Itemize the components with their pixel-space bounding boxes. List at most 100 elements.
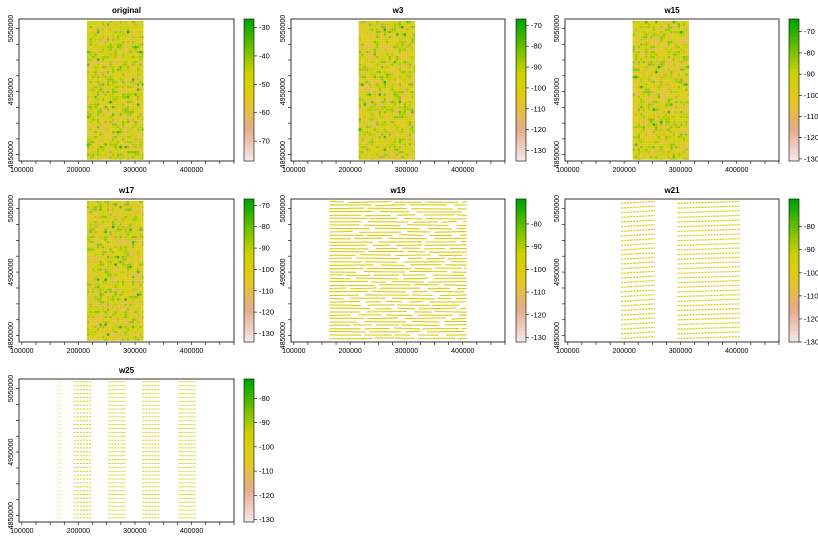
raster-cell (662, 40, 666, 44)
raster-cell (106, 43, 110, 46)
raster-cell (406, 103, 409, 106)
raster-cell (114, 138, 117, 141)
raster-cell (116, 25, 120, 29)
raster-cell (126, 138, 130, 141)
raster-cell (129, 215, 132, 219)
raster-cell (363, 55, 367, 59)
raster-cell (86, 43, 90, 46)
raster-cell (650, 33, 653, 36)
raster-cell (111, 80, 115, 84)
raster-cell (94, 65, 97, 69)
raster-cell (106, 25, 110, 29)
raster-cell (640, 153, 643, 156)
raster-cell (86, 140, 90, 144)
raster-cell (104, 130, 107, 134)
raster-cell (388, 103, 392, 106)
raster-cell (136, 245, 140, 249)
legend-swatch (789, 107, 799, 112)
raster-cell (632, 68, 636, 71)
raster-cell (647, 45, 651, 49)
raster-cell (667, 123, 671, 126)
raster-cell (672, 33, 676, 36)
raster-cell (413, 88, 415, 91)
raster-cell (640, 123, 643, 126)
raster-cell (104, 63, 107, 66)
raster-cell (396, 88, 399, 91)
raster-cell (413, 68, 415, 71)
raster-cell (106, 213, 110, 216)
raster-cell (406, 145, 409, 149)
raster-cell (408, 33, 412, 36)
raster-cell (89, 30, 92, 34)
raster-cell (637, 100, 641, 104)
raster-cell (109, 103, 112, 106)
raster-cell (685, 65, 688, 69)
raster-cell (670, 155, 673, 159)
raster-cell (141, 235, 144, 239)
raster-cell (111, 68, 115, 71)
raster-cell (660, 53, 663, 56)
raster-cell (408, 143, 412, 146)
raster-cell (106, 93, 110, 96)
raster-cell (111, 203, 115, 206)
raster-cell (129, 53, 132, 56)
raster-cell (411, 70, 414, 74)
raster-cell (373, 40, 377, 44)
raster-cell (381, 148, 384, 151)
raster-cell (378, 138, 382, 141)
raster-cell (106, 215, 110, 219)
raster-cell (672, 25, 676, 29)
raster-cell (131, 73, 135, 76)
raster-cell (373, 95, 377, 99)
raster-cell (94, 245, 97, 249)
raster-cell (393, 123, 397, 126)
raster-cell (129, 23, 132, 26)
raster-cell (89, 263, 92, 266)
raster-cell (660, 43, 663, 46)
raster-cell (672, 43, 676, 46)
raster-cell (662, 108, 666, 111)
raster-cell (86, 40, 90, 44)
raster-cell (635, 128, 638, 131)
raster-cell (114, 123, 117, 126)
raster-cell (136, 103, 140, 106)
raster-cell (94, 33, 97, 36)
raster-cell (99, 290, 102, 294)
raster-cell (378, 98, 382, 101)
raster-cell (363, 75, 367, 79)
raster-cell (121, 130, 125, 134)
raster-cell (99, 258, 102, 261)
raster-cell (124, 43, 127, 46)
raster-cell (91, 213, 95, 216)
raster-cell (86, 28, 90, 31)
legend-swatch (244, 79, 254, 84)
raster-cell (104, 260, 107, 264)
raster-cell (94, 153, 97, 156)
raster-cell (680, 50, 683, 54)
raster-cell (139, 43, 142, 46)
raster-cell (111, 33, 115, 36)
raster-cell (96, 245, 100, 249)
raster-cell (91, 90, 95, 94)
raster-cell (672, 30, 676, 34)
raster-cell (660, 108, 663, 111)
raster-cell (391, 35, 394, 39)
raster-cell (371, 145, 374, 149)
raster-cell (672, 133, 676, 136)
raster-cell (672, 45, 676, 49)
raster-cell (373, 123, 377, 126)
raster-cell (361, 150, 364, 154)
raster-cell (91, 293, 95, 296)
raster-cell (94, 35, 97, 39)
raster-cell (647, 148, 651, 151)
raster-cell (111, 93, 115, 96)
raster-cell (136, 248, 140, 251)
raster-cell (413, 80, 415, 84)
raster-cell (632, 53, 636, 56)
raster-cell (358, 30, 362, 34)
raster-cell (131, 120, 135, 124)
raster-cell (647, 108, 651, 111)
raster-cell (94, 140, 97, 144)
raster-cell (134, 110, 137, 114)
raster-cell (139, 145, 142, 149)
